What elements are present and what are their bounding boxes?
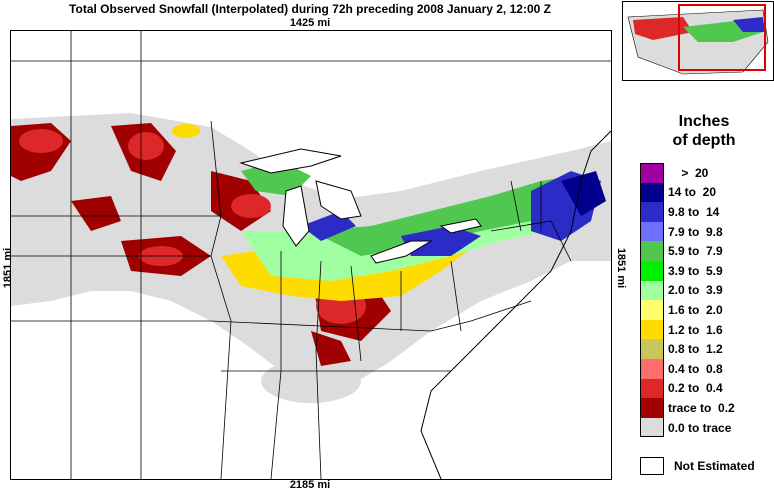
legend-swatch xyxy=(640,280,664,301)
legend-title-line1: Inches xyxy=(678,113,730,130)
coastline xyxy=(420,130,611,479)
legend-item: 1.6 to 2.0 xyxy=(640,300,774,320)
legend-title-line2: of depth xyxy=(672,132,736,149)
not-estimated-label: Not Estimated xyxy=(674,459,755,473)
legend-label: 3.9 to 5.9 xyxy=(668,263,723,278)
map-title: Total Observed Snowfall (Interpolated) d… xyxy=(69,2,551,16)
not-estimated-swatch xyxy=(640,457,664,475)
legend-swatch xyxy=(640,417,664,438)
legend-item: 0.2 to 0.4 xyxy=(640,378,774,399)
legend-swatch xyxy=(640,241,664,261)
legend-swatch xyxy=(640,163,664,183)
legend-swatch xyxy=(640,260,664,281)
legend-label: 0.0 to trace xyxy=(668,420,732,435)
legend-item: 0.0 to trace xyxy=(640,417,774,438)
legend-swatch xyxy=(640,378,664,399)
bottom-distance-label: 2185 mi xyxy=(289,479,331,491)
snowfall-map-svg xyxy=(11,31,611,479)
legend-item: 0.8 to 1.2 xyxy=(640,339,774,359)
great-lakes xyxy=(239,148,482,264)
legend-swatch xyxy=(640,398,664,418)
legend-label: > 20 xyxy=(668,165,709,180)
legend-swatch xyxy=(640,319,664,340)
legend-title: Inches of depth xyxy=(640,112,768,150)
legend-item: > 20 xyxy=(640,163,774,183)
legend-item: 3.9 to 5.9 xyxy=(640,260,774,281)
legend-item: 9.8 to 14 xyxy=(640,202,774,222)
5-9-to-7-9-region xyxy=(241,161,581,256)
not-estimated-legend: Not Estimated xyxy=(640,457,755,475)
state-boundaries xyxy=(11,31,611,479)
legend-swatch xyxy=(640,339,664,359)
legend-label: 2.0 to 3.9 xyxy=(668,283,723,298)
legend-item: 14 to 20 xyxy=(640,182,774,203)
legend-item: 0.4 to 0.8 xyxy=(640,358,774,379)
legend-label: 0.4 to 0.8 xyxy=(668,361,723,376)
legend-item: 2.0 to 3.9 xyxy=(640,280,774,301)
14-to-20-region xyxy=(561,171,606,216)
legend-label: 1.2 to 1.6 xyxy=(668,322,723,337)
legend-label: 14 to 20 xyxy=(668,185,717,200)
legend-label: 0.8 to 1.2 xyxy=(668,342,723,357)
legend: > 20 14 to 20 9.8 to 14 7.9 to 9.8 5.9 to 7.… xyxy=(640,163,774,438)
legend-label: 9.8 to 14 xyxy=(668,204,720,219)
legend-swatch xyxy=(640,300,664,320)
legend-swatch xyxy=(640,202,664,222)
right-distance-label: 1851 mi xyxy=(615,247,627,289)
legend-label: 7.9 to 9.8 xyxy=(668,224,723,239)
legend-swatch xyxy=(640,182,664,203)
legend-swatch xyxy=(640,358,664,379)
legend-item: 1.2 to 1.6 xyxy=(640,319,774,340)
legend-item: trace to 0.2 xyxy=(640,398,774,418)
inset-overview-map[interactable] xyxy=(622,1,774,81)
top-distance-label: 1425 mi xyxy=(289,17,331,29)
inset-map-svg xyxy=(627,4,769,75)
snowfall-map[interactable] xyxy=(10,30,612,480)
legend-label: 0.2 to 0.4 xyxy=(668,381,723,396)
legend-label: 5.9 to 7.9 xyxy=(668,244,723,259)
legend-label: trace to 0.2 xyxy=(668,400,735,415)
legend-item: 7.9 to 9.8 xyxy=(640,221,774,242)
legend-label: 1.6 to 2.0 xyxy=(668,302,723,317)
legend-swatch xyxy=(640,221,664,242)
legend-item: 5.9 to 7.9 xyxy=(640,241,774,261)
